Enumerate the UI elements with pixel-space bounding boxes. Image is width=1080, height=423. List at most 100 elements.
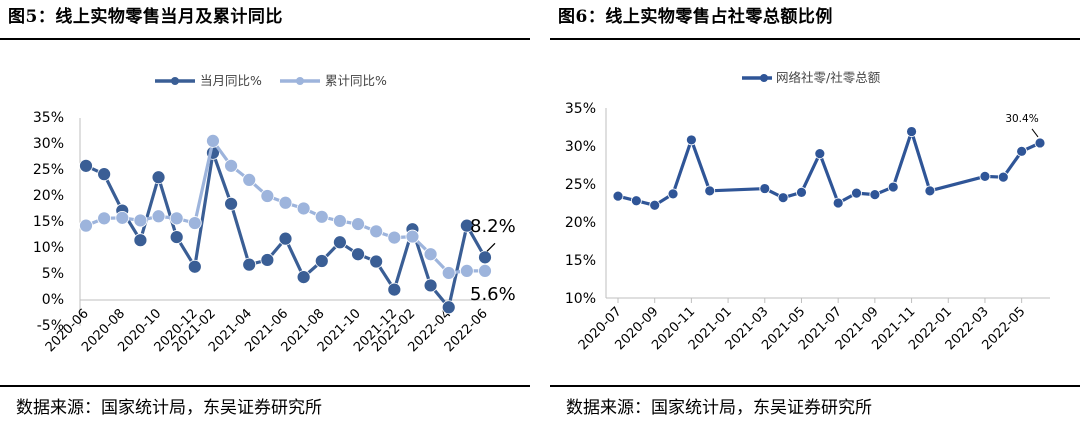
series-1-point xyxy=(832,197,844,209)
series-1-point xyxy=(278,231,293,246)
y-tick-label: 20% xyxy=(565,215,596,231)
series-1-point xyxy=(997,171,1009,183)
right-figure-panel: 图6：线上实物零售占社零总额比例 10% 15% 20% 25% 30% 35% 2020-… xyxy=(550,0,1080,423)
series-1-point xyxy=(612,190,624,202)
series-2-point xyxy=(296,201,311,216)
series-1-point xyxy=(685,134,697,146)
series-2-point xyxy=(260,189,275,203)
y-tick-label: 10% xyxy=(33,240,64,256)
series-2-point xyxy=(423,247,438,262)
series-1-point xyxy=(478,250,492,265)
series-2-point xyxy=(133,213,148,228)
series-1-point xyxy=(906,126,917,137)
y-tick-label: 10% xyxy=(565,291,596,307)
series-2-point xyxy=(242,172,257,187)
y-tick-label: 25% xyxy=(565,177,596,193)
series-1-point xyxy=(133,233,148,248)
series-1-point xyxy=(296,270,311,285)
y-tick-label: 5% xyxy=(42,266,64,282)
left-figure-panel: 图5：线上实物零售当月及累计同比 -5% 0% 5% 10% 15% 20% 25% 30% 3… xyxy=(0,0,530,423)
series-2-point xyxy=(169,211,184,226)
series-2-point xyxy=(333,214,347,228)
series-1-point xyxy=(314,254,329,268)
series-1-point xyxy=(979,170,991,182)
series-2-point xyxy=(79,218,93,233)
series-1-point xyxy=(224,196,238,211)
series-1-point xyxy=(869,189,881,201)
y-tick-label: 25% xyxy=(33,162,64,178)
annotation-latest-value: 30.4% xyxy=(1005,113,1038,125)
series-2-point xyxy=(278,195,293,210)
series-1-point xyxy=(924,185,936,197)
series-1-point xyxy=(242,257,257,272)
series-1-point xyxy=(387,282,402,297)
legend-label: 累计同比% xyxy=(325,73,387,88)
annotation-current-month: 8.2% xyxy=(470,216,516,237)
series-1-point xyxy=(887,181,899,193)
series-1-point xyxy=(667,188,679,200)
right-bottom-rule xyxy=(550,385,1080,387)
series-2-point xyxy=(459,263,474,278)
legend-swatch-marker xyxy=(296,77,304,85)
series-1-point xyxy=(1016,145,1028,157)
series-1-point xyxy=(777,192,789,204)
series-1-point xyxy=(79,158,93,173)
y-tick-label: 35% xyxy=(565,101,596,117)
series-1-point xyxy=(187,259,202,274)
series-2-point xyxy=(187,216,202,230)
series-1-point xyxy=(1034,137,1046,149)
legend-label: 网络社零/社零总额 xyxy=(776,70,881,85)
y-tick-label: 35% xyxy=(33,110,64,126)
left-line-chart: -5%0%5%10%15%20%25%30%35%2020-062020-082… xyxy=(33,73,516,355)
left-source-note: 数据来源：国家统计局，东吴证券研究所 xyxy=(16,398,322,418)
series-2-point xyxy=(351,217,365,231)
series-2-point xyxy=(369,224,384,239)
annotation-leader xyxy=(1031,128,1039,138)
series-1-point xyxy=(796,186,807,198)
y-tick-label: 15% xyxy=(565,253,596,269)
left-bottom-rule xyxy=(0,385,530,387)
series-1-point xyxy=(351,247,365,262)
series-line-1 xyxy=(617,129,1041,207)
series-2-point xyxy=(478,263,492,278)
series-2-point xyxy=(224,158,238,173)
series-1-point xyxy=(704,185,716,197)
series-1-point xyxy=(260,253,275,267)
right-figure-title: 图6：线上实物零售占社零总额比例 xyxy=(558,7,833,27)
series-2-point xyxy=(387,230,402,245)
series-2-point xyxy=(151,209,166,224)
right-top-rule xyxy=(550,38,1080,40)
series-2-point xyxy=(115,210,130,225)
annotation-leader xyxy=(486,242,496,252)
right-source-note: 数据来源：国家统计局，东吴证券研究所 xyxy=(566,398,872,418)
y-tick-label: 30% xyxy=(565,139,596,155)
series-1-point xyxy=(759,183,771,194)
y-tick-label: 30% xyxy=(33,136,64,152)
left-top-rule xyxy=(0,38,530,40)
series-1-point xyxy=(441,300,456,315)
series-2-point xyxy=(314,209,329,224)
y-tick-label: 0% xyxy=(42,292,64,308)
series-1-point xyxy=(369,254,384,269)
legend-swatch-marker xyxy=(760,74,768,82)
series-1-point xyxy=(151,170,166,185)
series-1-point xyxy=(169,230,184,244)
left-figure-title: 图5：线上实物零售当月及累计同比 xyxy=(8,7,283,27)
legend-swatch-marker xyxy=(171,77,179,85)
series-2-point xyxy=(97,211,112,226)
series-1-point xyxy=(423,278,438,293)
right-line-chart: 10%15%20%25%30%35%2020-072020-092020-112… xyxy=(565,70,1050,353)
series-1-point xyxy=(851,187,862,199)
series-1-point xyxy=(814,148,826,159)
y-tick-label: 15% xyxy=(33,214,64,230)
series-1-point xyxy=(649,199,661,211)
y-tick-label: -5% xyxy=(37,318,64,334)
series-1-point xyxy=(459,218,474,233)
series-1-point xyxy=(630,195,642,207)
y-tick-label: 20% xyxy=(33,188,64,204)
series-2-point xyxy=(405,229,420,244)
series-1-point xyxy=(333,235,347,250)
annotation-cumulative: 5.6% xyxy=(470,284,516,305)
series-2-point xyxy=(441,266,456,280)
series-2-point xyxy=(206,133,220,148)
